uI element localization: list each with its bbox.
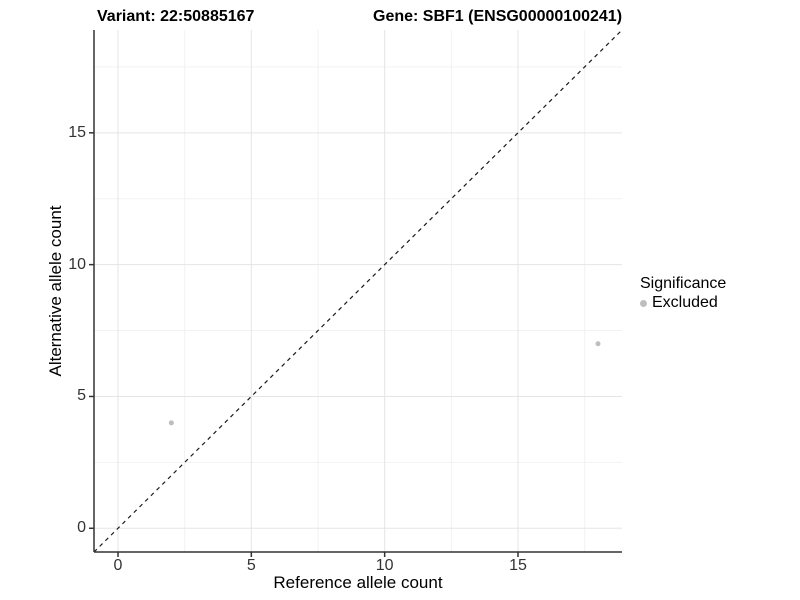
data-point <box>168 420 174 426</box>
plot-title-gene: Gene: SBF1 (ENSG00000100241) <box>373 8 623 25</box>
x-tick-label: 5 <box>246 557 256 574</box>
x-axis-title: Reference allele count <box>273 573 443 592</box>
legend-item: Excluded <box>640 294 726 312</box>
x-tick-label: 0 <box>113 557 123 574</box>
identity-reference-line <box>93 29 623 553</box>
y-tick-label: 10 <box>68 255 86 273</box>
y-axis-title: Alternative allele count <box>46 205 65 377</box>
y-tick-label: 15 <box>68 123 86 141</box>
y-tick-label: 0 <box>77 519 86 537</box>
plot-title-variant: Variant: 22:50885167 <box>97 8 255 25</box>
legend-point-icon <box>640 299 647 307</box>
legend-item-label: Excluded <box>652 294 718 311</box>
x-tick-label: 15 <box>509 557 527 574</box>
legend-title: Significance <box>640 275 727 292</box>
x-tick-label: 10 <box>375 557 394 574</box>
data-point <box>595 341 601 347</box>
y-tick-label: 5 <box>77 387 86 405</box>
legend-items: Excluded <box>640 294 726 312</box>
legend: Significance Excluded <box>640 275 726 312</box>
